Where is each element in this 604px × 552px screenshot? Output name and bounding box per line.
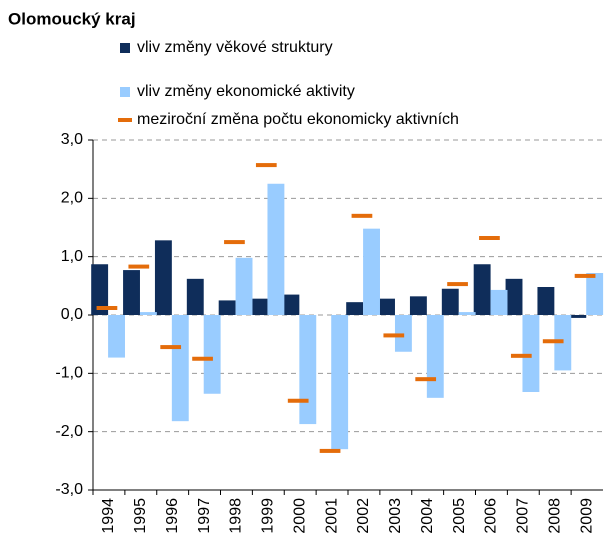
bar	[250, 298, 268, 315]
bar	[426, 315, 444, 398]
bar	[490, 289, 508, 315]
x-tick-label: 1998	[228, 498, 245, 534]
bar	[441, 288, 459, 315]
change-marker	[160, 345, 182, 350]
bar	[203, 315, 221, 394]
x-tick-label: 1994	[100, 498, 117, 534]
bar	[218, 300, 236, 315]
change-marker	[224, 240, 245, 245]
x-tick-label: 2009	[578, 498, 595, 534]
y-tick-label: -3,0	[55, 481, 83, 498]
change-marker	[447, 282, 468, 287]
x-tick-label: 2002	[355, 498, 372, 534]
bar	[586, 273, 604, 315]
x-tick-label: 2006	[483, 498, 500, 534]
bar	[346, 302, 364, 315]
bar	[154, 240, 172, 315]
change-marker	[128, 264, 150, 269]
change-marker	[415, 377, 437, 382]
bar	[522, 315, 540, 392]
bar	[409, 296, 427, 315]
change-marker	[383, 333, 405, 338]
x-tick-label: 2003	[387, 498, 404, 534]
bar	[505, 278, 523, 315]
x-tick-label: 2000	[291, 498, 308, 534]
change-marker	[287, 398, 309, 403]
change-marker	[510, 353, 532, 358]
bar	[235, 257, 253, 315]
legend-label: vliv změny ekonomické aktivity	[137, 83, 355, 100]
bar	[569, 315, 587, 318]
bar	[299, 315, 317, 425]
x-tick-label: 2001	[323, 498, 340, 534]
bar	[363, 228, 380, 315]
bar	[282, 294, 300, 315]
change-marker	[255, 163, 277, 168]
y-tick-label: 0,0	[61, 306, 83, 323]
x-tick-label: 1999	[260, 498, 277, 534]
x-tick-label: 1997	[196, 498, 213, 534]
change-marker	[319, 448, 341, 453]
x-tick-label: 2007	[515, 498, 532, 534]
change-marker	[479, 236, 500, 240]
x-tick-label: 2005	[451, 498, 468, 534]
x-tick-label: 1996	[164, 498, 181, 534]
y-tick-label: -1,0	[55, 365, 83, 382]
x-tick-label: 2004	[419, 498, 436, 534]
change-marker	[192, 356, 213, 361]
bar	[108, 315, 125, 358]
bar	[186, 278, 204, 315]
y-tick-label: 1,0	[61, 248, 83, 265]
bar	[378, 298, 395, 315]
legend-label: vliv změny věkové struktury	[137, 39, 333, 56]
legend-swatch	[120, 87, 130, 97]
bar	[91, 264, 109, 315]
bar	[331, 315, 349, 450]
bar	[473, 264, 491, 315]
x-tick-label: 2008	[546, 498, 563, 534]
legend-swatch	[118, 118, 132, 122]
change-marker	[574, 273, 596, 278]
change-marker	[96, 306, 118, 310]
bar	[394, 315, 412, 352]
x-tick-label: 1995	[132, 498, 149, 534]
chart-title: Olomoucký kraj	[8, 9, 136, 28]
change-marker	[351, 213, 373, 218]
legend-label: meziroční změna počtu ekonomicky aktivní…	[137, 111, 459, 128]
change-marker	[542, 339, 564, 344]
bar	[537, 287, 555, 315]
bar	[458, 312, 476, 315]
bar	[123, 270, 140, 315]
y-tick-label: 2,0	[61, 190, 83, 207]
y-tick-label: -2,0	[55, 423, 83, 440]
bar	[171, 315, 189, 422]
y-tick-label: 3,0	[61, 131, 83, 148]
bar	[139, 312, 157, 315]
legend-swatch	[120, 43, 130, 53]
bar	[267, 183, 285, 315]
